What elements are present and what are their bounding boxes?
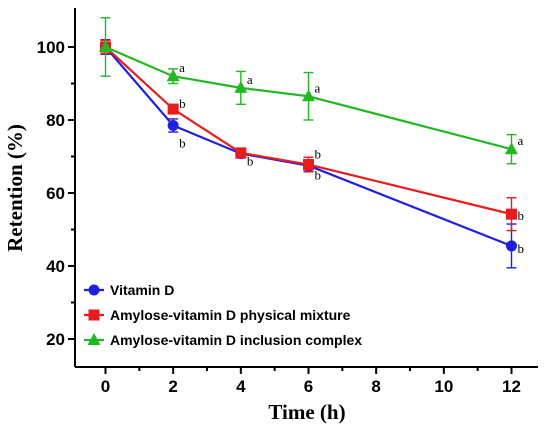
data-point [88,284,100,296]
significance-label: b [247,154,254,169]
series-1 [100,39,517,232]
legend: Vitamin D Amylose-vitamin D physical mixt… [84,282,362,348]
legend-label: Vitamin D [110,282,174,298]
data-point [303,159,314,171]
data-point [88,309,100,321]
significance-label: b [179,135,186,150]
y-tick-label: 20 [46,330,65,349]
series-2 [99,17,518,165]
data-point [234,80,248,93]
axes: 20 40 60 80 100 0 2 4 6 8 10 12 [37,8,538,396]
significance-label: b [518,208,525,223]
x-tick-label: 12 [502,377,521,396]
x-tick-label: 8 [371,377,380,396]
significance-label: b [518,241,525,256]
data-point [167,103,179,115]
x-tick-label: 0 [101,377,110,396]
legend-entry: Amylose-vitamin D inclusion complex [84,332,362,348]
x-tick-label: 6 [304,377,313,396]
y-tick-label: 80 [46,111,65,130]
data-point [505,142,518,155]
significance-label: b [315,147,322,162]
legend-label: Amylose-vitamin D physical mixture [110,307,351,323]
legend-entry: Vitamin D [84,282,174,298]
significance-label: a [315,80,321,95]
y-tick-label: 100 [37,38,65,57]
data-point [506,240,517,252]
significance-label: b [179,96,186,111]
y-tick-label: 60 [46,184,65,203]
data-point [302,89,315,102]
significance-label: a [179,60,185,75]
data-point [166,69,180,82]
data-point [506,208,517,220]
legend-label: Amylose-vitamin D inclusion complex [110,332,362,348]
x-tick-label: 10 [434,377,453,396]
data-point [87,333,101,345]
x-tick-label: 4 [236,377,246,396]
y-tick-label: 40 [46,257,65,276]
x-axis-title: Time (h) [268,400,345,424]
significance-label: a [518,133,524,148]
legend-entry: Amylose-vitamin D physical mixture [84,307,351,323]
data-point [235,147,247,159]
data-point [167,119,179,131]
significance-label: b [315,168,322,183]
data-point [99,40,112,52]
x-tick-label: 2 [168,377,177,396]
y-axis-title: Retention (%) [3,124,27,252]
significance-label: a [247,72,253,87]
